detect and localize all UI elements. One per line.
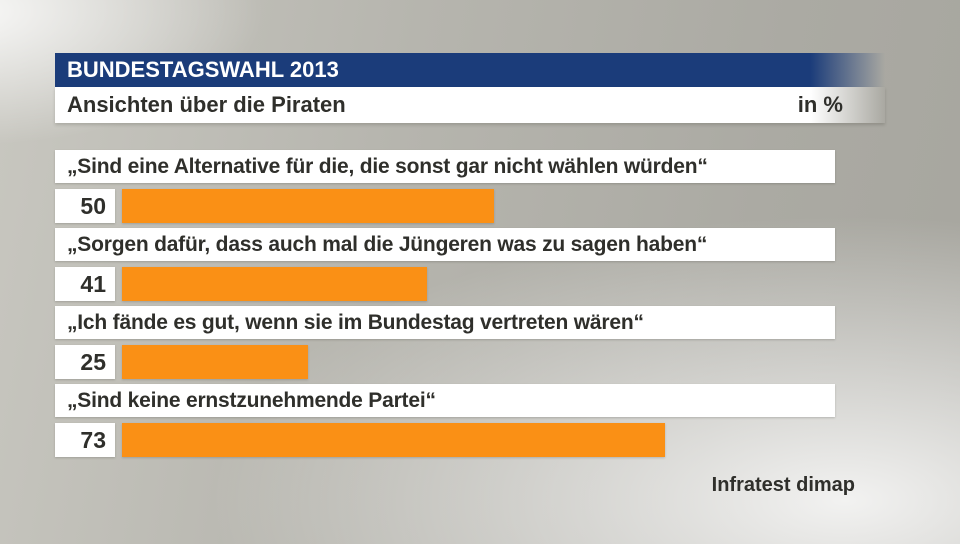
statement-label-3: „Ich fände es gut, wenn sie im Bundestag…: [55, 306, 835, 339]
chart-title: Ansichten über die Piraten: [67, 92, 346, 117]
statement-label-2: „Sorgen dafür, dass auch mal die Jüngere…: [55, 228, 835, 261]
statement-text: „Sind keine ernstzunehmende Partei“: [67, 389, 436, 412]
broadcast-title: BUNDESTAGSWAHL 2013: [67, 57, 339, 82]
value-label-1: 50: [55, 189, 115, 223]
title-banner: BUNDESTAGSWAHL 2013: [55, 53, 885, 87]
statement-text: „Ich fände es gut, wenn sie im Bundestag…: [67, 311, 644, 334]
statement-label-1: „Sind eine Alternative für die, die sons…: [55, 150, 835, 183]
statement-text: „Sind eine Alternative für die, die sons…: [67, 155, 708, 178]
value-bar-1: [122, 189, 494, 223]
source-credit: Infratest dimap: [711, 474, 855, 496]
value-label-4: 73: [55, 423, 115, 457]
value-label-3: 25: [55, 345, 115, 379]
value-bar-2: [122, 267, 427, 301]
value-label-2: 41: [55, 267, 115, 301]
value-bar-3: [122, 345, 308, 379]
subtitle-banner: Ansichten über die Piraten in %: [55, 87, 885, 123]
value-bar-4: [122, 423, 665, 457]
statement-text: „Sorgen dafür, dass auch mal die Jüngere…: [67, 233, 708, 256]
unit-label: in %: [797, 92, 843, 117]
statement-label-4: „Sind keine ernstzunehmende Partei“: [55, 384, 835, 417]
